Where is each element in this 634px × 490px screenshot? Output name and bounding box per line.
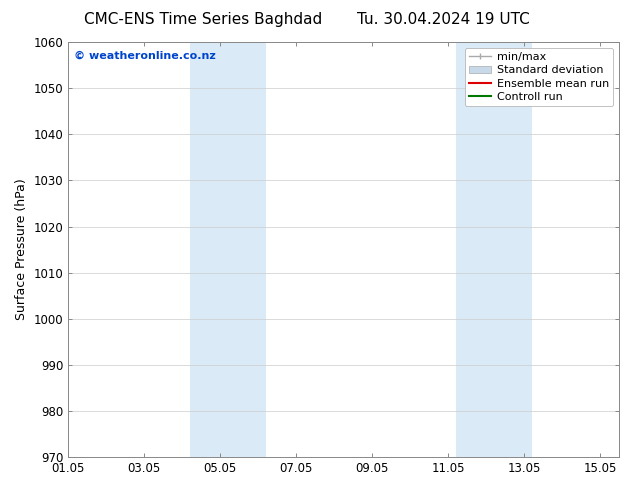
Y-axis label: Surface Pressure (hPa): Surface Pressure (hPa) — [15, 179, 28, 320]
Text: Tu. 30.04.2024 19 UTC: Tu. 30.04.2024 19 UTC — [358, 12, 530, 27]
Bar — [190, 42, 266, 457]
Bar — [456, 42, 532, 457]
Text: © weatheronline.co.nz: © weatheronline.co.nz — [74, 50, 216, 60]
Legend: min/max, Standard deviation, Ensemble mean run, Controll run: min/max, Standard deviation, Ensemble me… — [465, 48, 614, 106]
Text: CMC-ENS Time Series Baghdad: CMC-ENS Time Series Baghdad — [84, 12, 322, 27]
